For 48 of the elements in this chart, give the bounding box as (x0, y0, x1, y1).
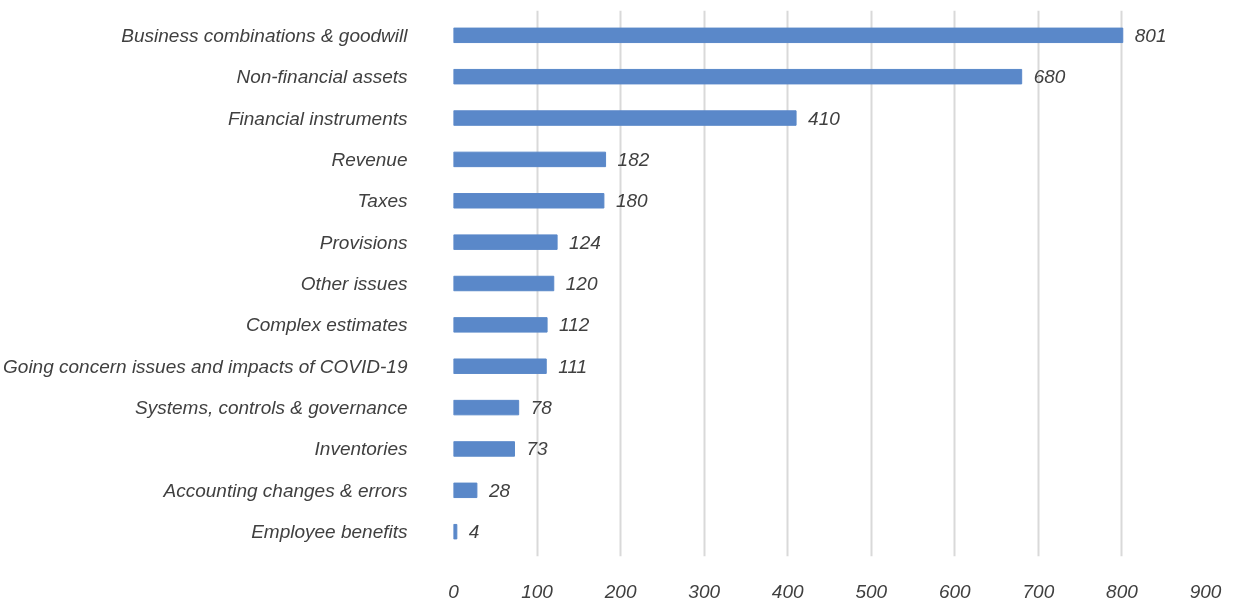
bar (453, 68, 1023, 85)
x-tick-label: 700 (1022, 580, 1055, 602)
y-tick-label: Going concern issues and impacts of COVID-19 (3, 355, 408, 377)
data-label: 73 (526, 438, 549, 460)
x-tick-label: 400 (771, 580, 805, 602)
x-tick-label: 0 (448, 580, 460, 602)
x-tick-label: 600 (938, 580, 972, 602)
data-label: 124 (569, 231, 601, 253)
bar (453, 193, 605, 209)
y-tick-label: Financial instruments (227, 107, 408, 129)
data-label: 78 (530, 397, 553, 419)
y-tick-label: Other issues (300, 273, 408, 294)
data-label: 182 (617, 148, 650, 170)
bar (453, 110, 797, 126)
x-tick-label: 500 (855, 580, 888, 602)
data-label: 180 (615, 190, 649, 212)
data-label: 680 (1033, 66, 1066, 88)
y-tick-label: Provisions (319, 231, 408, 253)
y-tick-label: Revenue (331, 148, 408, 170)
bar (453, 275, 555, 292)
x-tick-label: 100 (521, 580, 554, 602)
bar (453, 27, 1124, 44)
bar (453, 317, 548, 333)
bar (453, 358, 547, 374)
y-tick-label: Business combinations & goodwill (121, 24, 409, 46)
y-tick-label: Non-financial assets (236, 66, 408, 88)
y-tick-label: Complex estimates (245, 314, 408, 336)
data-label: 112 (559, 314, 590, 336)
bar (453, 441, 515, 457)
y-tick-label: Employee benefits (251, 521, 408, 543)
data-label: 410 (808, 107, 841, 129)
bar (453, 399, 520, 416)
x-tick-label: 200 (603, 580, 637, 602)
x-tick-label: 800 (1106, 580, 1139, 602)
x-tick-label: 900 (1189, 580, 1222, 602)
data-label: 111 (558, 355, 588, 377)
y-tick-label: Systems, controls & governance (135, 397, 408, 419)
y-tick-label: Accounting changes & errors (162, 479, 408, 501)
x-tick-label: 300 (688, 580, 721, 602)
data-label: 801 (1134, 24, 1167, 46)
data-label: 4 (468, 521, 480, 543)
bar (453, 151, 607, 168)
bar (453, 234, 558, 250)
bar (453, 482, 478, 499)
y-tick-label: Inventories (314, 438, 408, 460)
y-tick-label: Taxes (357, 190, 408, 212)
data-label: 28 (487, 479, 511, 501)
data-label: 120 (565, 273, 598, 294)
